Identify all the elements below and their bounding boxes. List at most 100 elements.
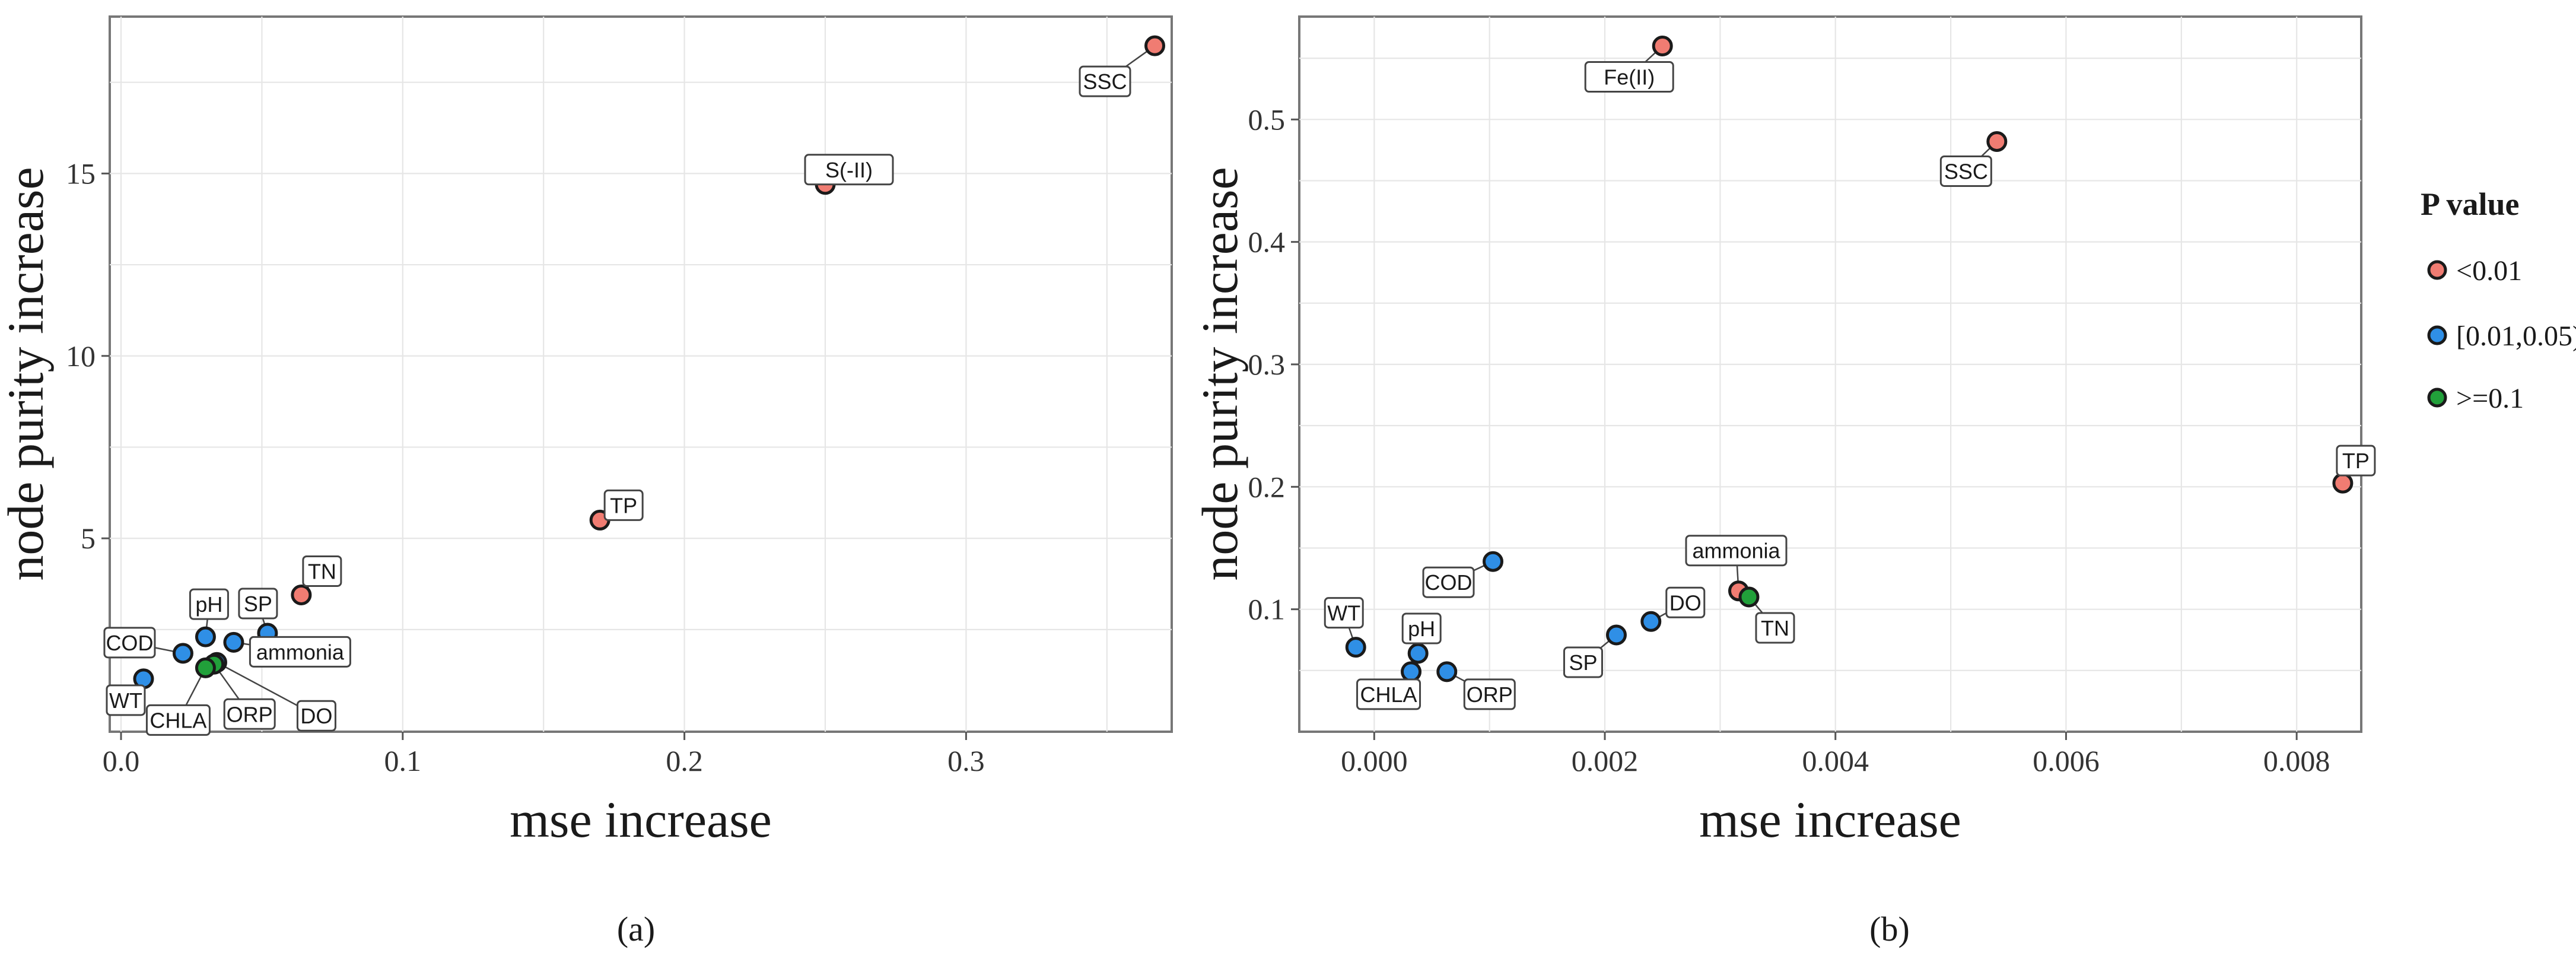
panel-b-plot-area — [1298, 15, 2362, 733]
point-group-ammonia: ammonia — [223, 631, 351, 668]
label-ph: pH — [195, 592, 222, 617]
y-tick-label: 15 — [66, 157, 96, 190]
label-box-ph — [1401, 612, 1442, 644]
x-tick-label: 0.0 — [103, 744, 140, 777]
point-group-wt: WT — [106, 668, 154, 716]
label-box-chla — [145, 704, 211, 736]
x-tick-label: 0.000 — [1341, 744, 1408, 777]
point-group-ph: pH — [1401, 612, 1442, 664]
label-box-tp — [603, 489, 644, 521]
label-tn: TN — [308, 559, 336, 583]
x-tick-label: 0.004 — [1802, 744, 1869, 777]
label-tn: TN — [1761, 616, 1789, 640]
x-tick-label: 0.008 — [2263, 744, 2330, 777]
label-ssc: SSC — [1083, 69, 1127, 94]
point-group-cod: COD — [103, 627, 193, 664]
point-group-ph: pH — [189, 588, 229, 647]
point-group-tp: TP — [589, 489, 644, 531]
point-sp — [1605, 624, 1627, 646]
point-group-do: DO — [1640, 586, 1706, 632]
label-chla: CHLA — [150, 708, 206, 732]
label-box-ammonia — [249, 636, 351, 668]
point-group-fe-ii: Fe(II) — [1584, 36, 1674, 93]
point-fe-ii — [1652, 36, 1673, 57]
legend-item-ge-0-1: >=0.1 — [2427, 383, 2524, 414]
label-box-tn — [302, 555, 342, 587]
y-tick-label: 0.4 — [1248, 226, 1286, 259]
y-tick-label: 0.2 — [1248, 470, 1286, 503]
point-chla — [1401, 661, 1422, 682]
point-group-cod: COD — [1422, 551, 1504, 598]
label-box-sp — [238, 588, 278, 620]
point-tn — [291, 584, 312, 605]
panel-a-y-axis-title: node purity increase — [0, 167, 54, 580]
point-group-s-ii: S(-II) — [804, 154, 894, 195]
point-group-chla: CHLA — [1356, 661, 1422, 710]
point-tn — [1738, 586, 1760, 608]
label-tp: TP — [610, 493, 637, 517]
point-group-tn: TN — [291, 555, 342, 605]
point-tp — [2332, 472, 2354, 494]
label-do: DO — [300, 704, 332, 728]
label-cod: COD — [1425, 570, 1473, 595]
point-group-orp: ORP — [1436, 661, 1516, 710]
point-ssc — [1986, 131, 2008, 152]
panel-b-points: Fe(II) SSC TP COD ammonia TN DO SP WT pH CHLA ORP — [1324, 36, 2376, 710]
point-orp — [1436, 661, 1458, 682]
label-box-ph — [189, 588, 229, 620]
x-tick-label: 0.002 — [1572, 744, 1639, 777]
label-sp: SP — [1569, 650, 1597, 675]
label-box-ssc — [1939, 155, 1992, 187]
point-ph — [1407, 643, 1429, 664]
label-box-wt — [106, 684, 146, 716]
label-box-tn — [1755, 612, 1795, 644]
legend-swatch-lt-0-01 — [2427, 260, 2447, 280]
label-do: DO — [1669, 590, 1702, 615]
legend-label-ge-0-1: >=0.1 — [2456, 383, 2524, 414]
label-box-orp — [1463, 678, 1516, 710]
label-box-fe-ii — [1584, 61, 1674, 93]
legend: P value <0.01 [0.01,0.05) >=0.1 — [2421, 186, 2576, 414]
legend-item-0-01-0-05: [0.01,0.05) — [2427, 320, 2576, 352]
legend-title: P value — [2421, 186, 2520, 222]
panel-a-x-axis-title: mse increase — [510, 791, 772, 848]
label-box-sp — [1563, 646, 1603, 678]
label-ammonia: ammonia — [1692, 539, 1780, 563]
label-box-cod — [103, 627, 156, 659]
panel-b-axes: 0.000 0.002 0.004 0.006 0.008 0.1 0.2 0.3 0.4 0.5 — [1248, 103, 2330, 777]
panel-b-x-axis-title: mse increase — [1699, 791, 1961, 848]
point-group-tn: TN — [1738, 586, 1795, 644]
label-wt: WT — [109, 688, 142, 713]
panel-a-caption: (a) — [617, 910, 655, 948]
x-tick-label: 0.1 — [384, 744, 422, 777]
point-cod — [172, 643, 193, 664]
legend-label-0-01-0-05: [0.01,0.05) — [2456, 320, 2576, 352]
panel-a-chart: 0.0 0.1 0.2 0.3 5 10 15 SSC S(-II) TP TN SP pH ammon… — [0, 15, 1173, 948]
y-tick-label: 0.5 — [1248, 103, 1286, 136]
legend-swatch-ge-0-1 — [2427, 388, 2447, 408]
point-cod — [1483, 551, 1504, 572]
point-wt — [1345, 637, 1366, 658]
point-group-ssc: SSC — [1939, 131, 2008, 187]
point-do — [1640, 611, 1662, 632]
point-group-ssc: SSC — [1079, 35, 1166, 97]
point-group-tp: TP — [2332, 444, 2376, 494]
label-s-ii: S(-II) — [825, 158, 873, 182]
label-sp: SP — [244, 592, 272, 616]
label-box-tp — [2336, 444, 2376, 477]
x-tick-label: 0.006 — [2033, 744, 2100, 777]
label-box-wt — [1324, 597, 1364, 629]
panel-b-caption: (b) — [1869, 910, 1910, 948]
y-tick-label: 5 — [81, 522, 96, 555]
label-ssc: SSC — [1944, 159, 1988, 183]
x-tick-label: 0.2 — [666, 744, 703, 777]
panel-a-plot-area — [109, 15, 1173, 733]
panel-a-points: SSC S(-II) TP TN SP pH ammonia COD DO ORP CHLA WT — [103, 35, 1166, 736]
point-group-sp: SP — [1563, 624, 1627, 678]
label-cod: COD — [106, 631, 153, 655]
legend-item-lt-0-01: <0.01 — [2427, 255, 2522, 287]
label-box-do — [1665, 586, 1706, 618]
label-box-ammonia — [1685, 535, 1788, 567]
panel-b-chart: 0.000 0.002 0.004 0.006 0.008 0.1 0.2 0.3 0.4 0.5… — [1191, 15, 2376, 948]
